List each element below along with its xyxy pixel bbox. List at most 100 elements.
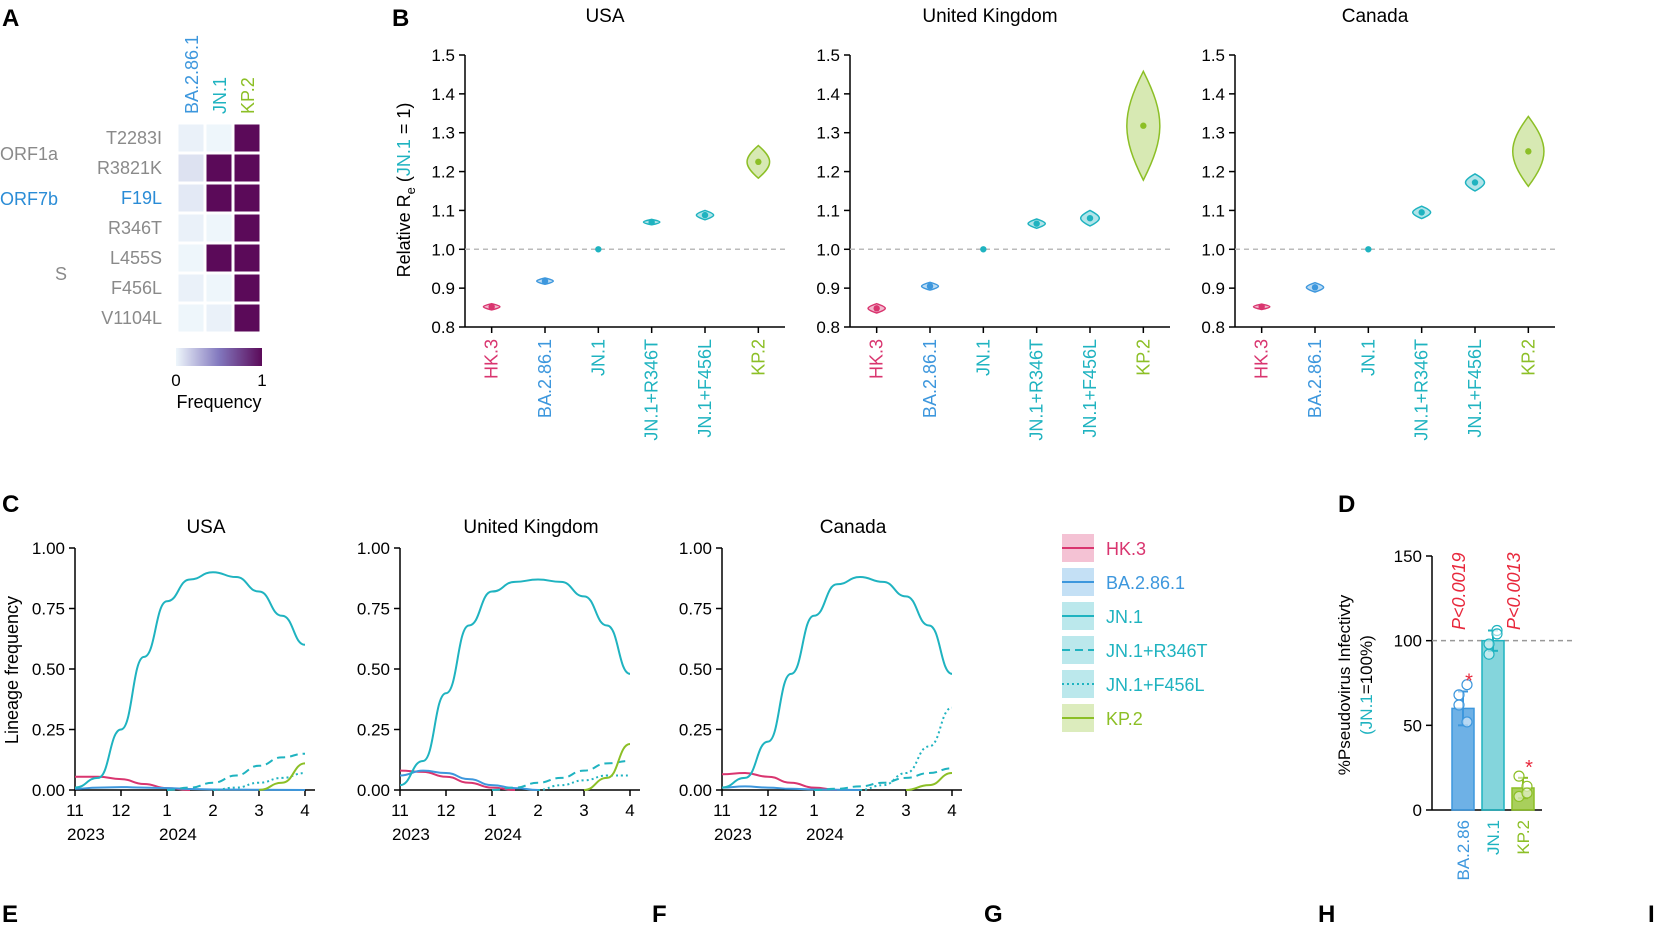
heatmap-row-label: R346T [108, 218, 162, 238]
panel-letter-i: I [1648, 901, 1655, 928]
bar [1481, 639, 1505, 811]
heatmap-cell [233, 123, 261, 153]
frequency-series-line [166, 752, 306, 791]
violin-y-tick-label: 0.8 [816, 318, 840, 337]
panel-letter-g: G [984, 901, 1003, 928]
frequency-series-line [491, 759, 631, 791]
violin-y-tick-label: 1.1 [816, 201, 840, 220]
violin-y-tick-label: 1.2 [1201, 163, 1225, 182]
bar-y-tick-label: 150 [1394, 547, 1422, 566]
ylabel-open: ( [394, 176, 414, 187]
frequency-y-tick-label: 0.25 [357, 721, 390, 740]
heatmap-column-label: JN.1 [210, 77, 230, 114]
violin-median-point [1033, 220, 1040, 227]
panel-letter-e: E [2, 901, 18, 928]
bar-y-tick-label: 100 [1394, 632, 1422, 651]
bar-x-tick-label: JN.1 [1484, 820, 1503, 855]
frequency-facet-title: United Kingdom [463, 517, 598, 538]
heatmap-cell [205, 303, 233, 333]
frequency-year-label: 2024 [806, 825, 844, 844]
heatmap-row-label: L455S [110, 248, 162, 268]
heatmap-cell [233, 273, 261, 303]
frequency-series-line [74, 786, 306, 791]
frequency-x-tick-label: 2 [533, 801, 542, 820]
panel-letter-d: D [1338, 491, 1355, 518]
p-value-label: P<0.0013 [1504, 552, 1524, 630]
violin-median-point [1471, 179, 1479, 186]
frequency-y-tick-label: 0.75 [32, 600, 65, 619]
legend-label: JN.1 [1106, 607, 1143, 627]
frequency-x-tick-label: 3 [901, 801, 910, 820]
violin-x-tick-label: HK.3 [867, 339, 887, 379]
bar-x-tick-label: KP.2 [1514, 820, 1533, 855]
heatmap-row-label: V1104L [101, 308, 162, 328]
violin-y-tick-label: 1.0 [816, 240, 840, 259]
frequency-series-line [721, 576, 953, 789]
violin-median-point [541, 277, 549, 285]
frequency-series-line [905, 772, 953, 791]
violin-y-tick-label: 1.1 [1201, 201, 1225, 220]
frequency-x-tick-label: 11 [713, 801, 731, 820]
frequency-x-tick-label: 1 [487, 801, 496, 820]
violin-y-tick-label: 1.5 [431, 46, 455, 65]
heatmap-cell [205, 243, 233, 273]
heatmap-cell [177, 243, 205, 273]
frequency-x-tick-label: 4 [947, 801, 956, 820]
colorbar [176, 348, 262, 366]
ylabel-main: Relative R [394, 194, 414, 277]
frequency-year-label: 2023 [714, 825, 752, 844]
colorbar-label: Frequency [176, 392, 261, 412]
violin-x-tick-label: JN.1+F456L [1465, 339, 1485, 438]
violin-median-point [1086, 215, 1094, 222]
frequency-y-tick-label: 0.75 [679, 600, 712, 619]
violin-y-axis-label: Relative Re (JN.1 = 1) [394, 103, 418, 278]
bar-data-point [1483, 648, 1495, 660]
ylabel-sub: e [403, 187, 418, 194]
frequency-series-line [399, 578, 631, 787]
bar-data-point [1483, 638, 1495, 650]
violin-median-point [926, 283, 934, 290]
violin-y-tick-label: 1.5 [1201, 46, 1225, 65]
frequency-facet-title: Canada [820, 517, 887, 538]
frequency-x-tick-label: 3 [254, 801, 263, 820]
heatmap-cell [205, 273, 233, 303]
frequency-y-tick-label: 0.00 [357, 781, 390, 800]
violin-y-tick-label: 1.4 [431, 85, 455, 104]
frequency-y-tick-label: 0.75 [357, 600, 390, 619]
frequency-year-label: 2023 [392, 825, 430, 844]
violin-y-tick-label: 1.1 [431, 201, 455, 220]
violin-y-tick-label: 1.5 [816, 46, 840, 65]
heatmap-cell [205, 123, 233, 153]
violin-x-tick-label: KP.2 [1518, 339, 1538, 376]
frequency-y-tick-label: 0.50 [679, 660, 712, 679]
violin-x-tick-label: HK.3 [482, 339, 502, 379]
violin-median-point [1311, 284, 1319, 291]
violin-x-tick-label: KP.2 [1133, 339, 1153, 376]
panel-letter-h: H [1318, 901, 1335, 928]
violin-y-tick-label: 1.3 [1201, 124, 1225, 143]
violin-x-tick-label: BA.2.86.1 [920, 339, 940, 418]
heatmap-cell [177, 153, 205, 183]
legend-label: BA.2.86.1 [1106, 573, 1185, 593]
frequency-series-line [399, 769, 539, 791]
heatmap-group-label: S [55, 264, 67, 284]
heatmap-cell [177, 273, 205, 303]
legend-label: KP.2 [1106, 709, 1143, 729]
ylabel-ref-part: (JN.1 [1357, 694, 1376, 735]
violin-x-tick-label: JN.1 [973, 339, 993, 376]
frequency-y-tick-label: 0.50 [32, 660, 65, 679]
frequency-series-line [74, 571, 306, 789]
heatmap-cell [205, 213, 233, 243]
heatmap-row-label: F19L [121, 188, 162, 208]
colorbar-min-label: 0 [171, 371, 180, 390]
heatmap-cell [233, 303, 261, 333]
significance-star: * [1465, 670, 1473, 692]
legend-label: JN.1+F456L [1106, 675, 1205, 695]
heatmap-cell [177, 213, 205, 243]
panel-letter-f: F [652, 901, 667, 928]
violin-median-point [1418, 209, 1425, 216]
violin-x-tick-label: JN.1+R346T [1412, 339, 1432, 441]
frequency-x-tick-label: 1 [162, 801, 171, 820]
heatmap-cell [177, 183, 205, 213]
panel-a-heatmap: BA.2.86.1 JN.1 KP.2 T2283I R3821K F19L R346T L4… [0, 35, 267, 412]
